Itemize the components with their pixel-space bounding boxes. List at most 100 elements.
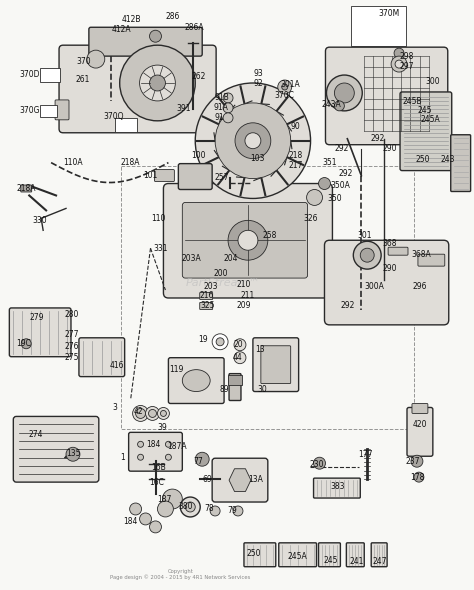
FancyBboxPatch shape	[200, 303, 213, 309]
Text: 1: 1	[120, 453, 125, 462]
Circle shape	[245, 133, 261, 149]
Text: 92: 92	[253, 78, 263, 87]
Text: 250: 250	[416, 155, 430, 164]
Text: 110A: 110A	[63, 158, 83, 167]
FancyBboxPatch shape	[407, 408, 433, 456]
Circle shape	[87, 50, 105, 68]
Text: 211: 211	[241, 291, 255, 300]
Text: 89: 89	[219, 385, 229, 394]
Circle shape	[394, 48, 404, 58]
Text: 380: 380	[178, 502, 192, 510]
Circle shape	[282, 84, 288, 90]
Circle shape	[327, 75, 362, 111]
FancyBboxPatch shape	[313, 478, 360, 498]
Circle shape	[391, 56, 407, 72]
FancyBboxPatch shape	[319, 543, 340, 567]
FancyBboxPatch shape	[346, 543, 364, 567]
Text: 286A: 286A	[184, 23, 204, 32]
Text: 177: 177	[358, 450, 373, 459]
FancyBboxPatch shape	[228, 375, 242, 385]
FancyBboxPatch shape	[40, 105, 57, 117]
Bar	[351, 6, 406, 46]
Text: 301A: 301A	[281, 80, 301, 90]
Circle shape	[161, 411, 166, 417]
Circle shape	[195, 83, 310, 198]
Text: 91B: 91B	[215, 93, 229, 103]
Circle shape	[195, 453, 209, 466]
Text: 42: 42	[134, 407, 144, 416]
Circle shape	[148, 409, 156, 417]
FancyBboxPatch shape	[261, 346, 291, 384]
Circle shape	[414, 472, 424, 482]
FancyBboxPatch shape	[400, 92, 452, 171]
Text: 292: 292	[334, 144, 348, 153]
Text: 69: 69	[202, 474, 212, 484]
Circle shape	[228, 220, 268, 260]
Text: 275: 275	[65, 353, 79, 362]
Text: 245A: 245A	[421, 115, 441, 124]
Text: 110: 110	[151, 214, 165, 223]
Circle shape	[21, 339, 31, 349]
Text: 292: 292	[371, 135, 385, 143]
Circle shape	[223, 93, 233, 103]
Text: 391: 391	[176, 104, 191, 113]
Text: 241: 241	[349, 557, 364, 566]
Text: 257: 257	[215, 173, 229, 182]
Text: 184: 184	[146, 440, 161, 449]
Text: 280: 280	[65, 310, 79, 319]
Circle shape	[313, 457, 326, 469]
FancyBboxPatch shape	[326, 47, 448, 145]
Text: 216: 216	[200, 291, 214, 300]
Text: 292: 292	[338, 169, 353, 178]
FancyBboxPatch shape	[412, 404, 428, 414]
Text: 370D: 370D	[19, 70, 39, 78]
Text: 245B: 245B	[402, 97, 422, 106]
Text: 416: 416	[109, 361, 124, 370]
Text: 237: 237	[406, 457, 420, 466]
Text: 274: 274	[29, 430, 44, 439]
FancyBboxPatch shape	[325, 240, 449, 325]
Text: 218A: 218A	[17, 184, 36, 193]
Text: 298: 298	[400, 52, 414, 61]
Text: 20: 20	[233, 340, 243, 349]
Text: 330: 330	[33, 216, 47, 225]
Circle shape	[233, 506, 243, 516]
Ellipse shape	[182, 370, 210, 392]
Text: 178: 178	[410, 473, 424, 481]
Text: 101: 101	[143, 171, 158, 180]
FancyBboxPatch shape	[115, 118, 137, 132]
Text: 420: 420	[413, 420, 427, 429]
Circle shape	[353, 241, 381, 269]
Text: 39: 39	[157, 423, 167, 432]
Circle shape	[238, 230, 258, 250]
Circle shape	[137, 441, 144, 447]
Circle shape	[278, 80, 292, 94]
Circle shape	[335, 83, 354, 103]
Text: 262: 262	[191, 71, 205, 81]
Text: 247: 247	[373, 557, 387, 566]
Circle shape	[165, 441, 172, 447]
Text: 245: 245	[418, 106, 432, 116]
Text: 100: 100	[191, 151, 205, 160]
Text: 243A: 243A	[321, 100, 341, 109]
Text: 78: 78	[204, 504, 214, 513]
Text: 218A: 218A	[121, 158, 140, 167]
FancyBboxPatch shape	[229, 373, 241, 401]
Text: 290: 290	[383, 144, 397, 153]
Text: 103: 103	[251, 154, 265, 163]
Text: 200: 200	[214, 268, 228, 278]
Text: 326: 326	[303, 214, 318, 223]
Text: 217: 217	[289, 161, 303, 170]
Text: 19C: 19C	[16, 339, 31, 348]
Circle shape	[133, 405, 148, 421]
FancyBboxPatch shape	[66, 103, 211, 131]
FancyBboxPatch shape	[9, 308, 71, 357]
Circle shape	[165, 454, 172, 460]
Circle shape	[149, 30, 162, 42]
Circle shape	[234, 339, 246, 350]
Text: PartStream™: PartStream™	[186, 278, 260, 289]
Text: 245A: 245A	[288, 552, 308, 561]
Text: 325: 325	[200, 301, 214, 310]
FancyBboxPatch shape	[13, 417, 99, 482]
Circle shape	[149, 75, 165, 91]
